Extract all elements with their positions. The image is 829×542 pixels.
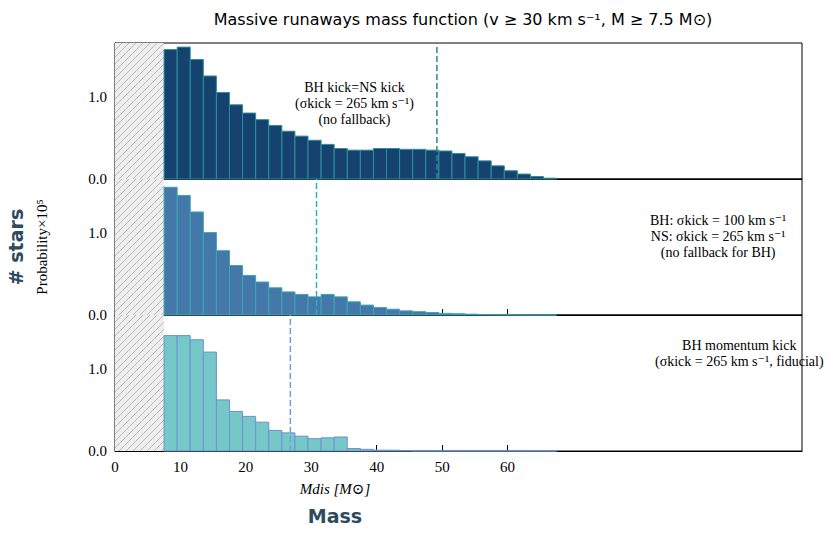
- svg-text:30: 30: [304, 459, 319, 475]
- svg-text:(σkick = 265 km s⁻¹, fiducial): (σkick = 265 km s⁻¹, fiducial): [655, 354, 824, 370]
- svg-text:20: 20: [238, 459, 253, 475]
- svg-text:BH momentum kick: BH momentum kick: [682, 338, 796, 353]
- svg-text:10: 10: [173, 459, 188, 475]
- svg-text:1.0: 1.0: [88, 89, 107, 105]
- svg-text:1.0: 1.0: [88, 225, 107, 241]
- svg-text:Mass: Mass: [308, 505, 362, 527]
- svg-text:Mdis [M⊙]: Mdis [M⊙]: [299, 481, 371, 497]
- svg-text:0.0: 0.0: [88, 307, 107, 323]
- svg-text:40: 40: [369, 459, 384, 475]
- svg-text:NS: σkick = 265 km s⁻¹: NS: σkick = 265 km s⁻¹: [651, 229, 786, 244]
- svg-text:0.0: 0.0: [88, 171, 107, 187]
- svg-text:Massive runaways mass function: Massive runaways mass function (v ≥ 30 k…: [214, 10, 713, 29]
- svg-text:50: 50: [435, 459, 450, 475]
- svg-text:(σkick = 265 km s⁻¹): (σkick = 265 km s⁻¹): [295, 96, 414, 112]
- svg-text:1.0: 1.0: [88, 361, 107, 377]
- svg-text:# stars: # stars: [5, 209, 27, 285]
- svg-text:BH kick=NS kick: BH kick=NS kick: [304, 80, 404, 95]
- svg-text:60: 60: [500, 459, 515, 475]
- svg-text:0: 0: [111, 459, 119, 475]
- svg-text:(no fallback for BH): (no fallback for BH): [661, 245, 776, 261]
- svg-text:BH: σkick = 100 km s⁻¹: BH: σkick = 100 km s⁻¹: [650, 213, 786, 228]
- svg-text:0.0: 0.0: [88, 443, 107, 459]
- svg-text:(no fallback): (no fallback): [318, 112, 390, 128]
- svg-text:Probability×10⁵: Probability×10⁵: [34, 199, 50, 294]
